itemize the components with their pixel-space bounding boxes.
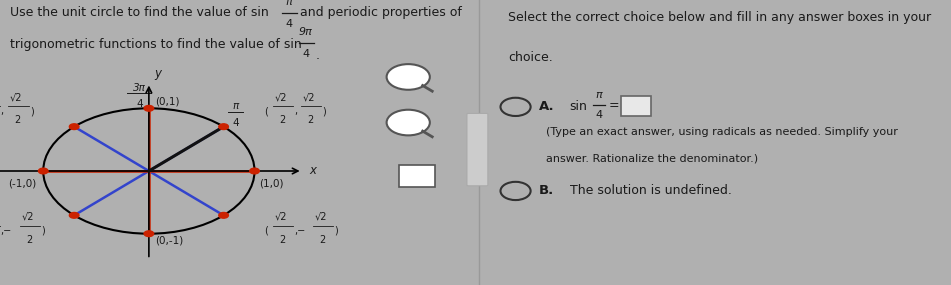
Text: √2: √2 [275, 212, 287, 222]
Text: +: + [402, 70, 414, 84]
Text: 4: 4 [595, 110, 602, 120]
Text: ⋯: ⋯ [475, 165, 480, 172]
Text: (Type an exact answer, using radicals as needed. Simplify your: (Type an exact answer, using radicals as… [546, 127, 898, 137]
Text: (0,1): (0,1) [155, 97, 179, 107]
Text: ,: , [0, 106, 3, 116]
Text: choice.: choice. [509, 51, 553, 64]
Text: (1,0): (1,0) [260, 178, 283, 188]
Text: 4: 4 [302, 49, 309, 59]
Circle shape [387, 64, 430, 90]
FancyBboxPatch shape [398, 165, 435, 187]
Text: √2: √2 [302, 92, 315, 102]
FancyBboxPatch shape [621, 96, 651, 116]
Text: ): ) [321, 106, 325, 116]
Circle shape [145, 231, 154, 237]
Text: y: y [155, 67, 162, 80]
Text: ,: , [294, 106, 297, 116]
Text: ): ) [41, 226, 45, 236]
Text: .: . [316, 49, 320, 62]
Text: 4: 4 [285, 19, 293, 29]
Circle shape [38, 168, 48, 174]
Text: ,−: ,− [294, 226, 305, 236]
Text: −: − [402, 115, 414, 130]
Circle shape [219, 124, 228, 129]
Text: trigonometric functions to find the value of sin: trigonometric functions to find the valu… [10, 38, 301, 51]
Text: ↗: ↗ [410, 168, 423, 183]
Text: π: π [285, 0, 293, 7]
Text: ): ) [30, 106, 34, 116]
Text: ⋯: ⋯ [475, 146, 480, 153]
Text: 9π: 9π [299, 27, 313, 37]
Circle shape [250, 168, 260, 174]
Text: √2: √2 [22, 212, 34, 222]
Text: (-1,0): (-1,0) [8, 178, 36, 188]
Text: ): ) [334, 226, 338, 236]
Text: 2: 2 [320, 235, 325, 245]
Text: 2: 2 [14, 115, 21, 125]
Text: sin: sin [570, 99, 588, 113]
Text: 2: 2 [280, 235, 285, 245]
Text: Select the correct choice below and fill in any answer boxes in your: Select the correct choice below and fill… [509, 11, 932, 25]
Text: 2: 2 [27, 235, 32, 245]
Text: √2: √2 [315, 212, 327, 222]
Circle shape [219, 213, 228, 218]
Text: 4: 4 [136, 99, 143, 109]
Text: x: x [310, 164, 317, 178]
Text: √2: √2 [275, 92, 287, 102]
Circle shape [69, 213, 79, 218]
Text: answer. Rationalize the denominator.): answer. Rationalize the denominator.) [546, 154, 758, 164]
Text: B.: B. [539, 184, 554, 198]
Circle shape [145, 105, 154, 111]
Text: ⋯: ⋯ [475, 128, 480, 135]
Text: ,−: ,− [0, 226, 11, 236]
Text: and periodic properties of: and periodic properties of [301, 6, 462, 19]
Text: π: π [232, 101, 239, 111]
Text: (: ( [264, 226, 268, 236]
Text: 3π: 3π [133, 83, 146, 93]
Text: √2: √2 [10, 92, 22, 102]
Text: (: ( [264, 106, 268, 116]
Text: 2: 2 [280, 115, 285, 125]
Text: 4: 4 [232, 117, 239, 128]
Text: The solution is undefined.: The solution is undefined. [570, 184, 731, 198]
Text: 2: 2 [307, 115, 314, 125]
Circle shape [387, 110, 430, 135]
Circle shape [69, 124, 79, 129]
Text: A.: A. [539, 99, 554, 113]
Text: Use the unit circle to find the value of sin: Use the unit circle to find the value of… [10, 6, 268, 19]
Text: (0,-1): (0,-1) [155, 235, 183, 245]
Text: π: π [595, 90, 602, 100]
Text: =: = [609, 99, 619, 113]
